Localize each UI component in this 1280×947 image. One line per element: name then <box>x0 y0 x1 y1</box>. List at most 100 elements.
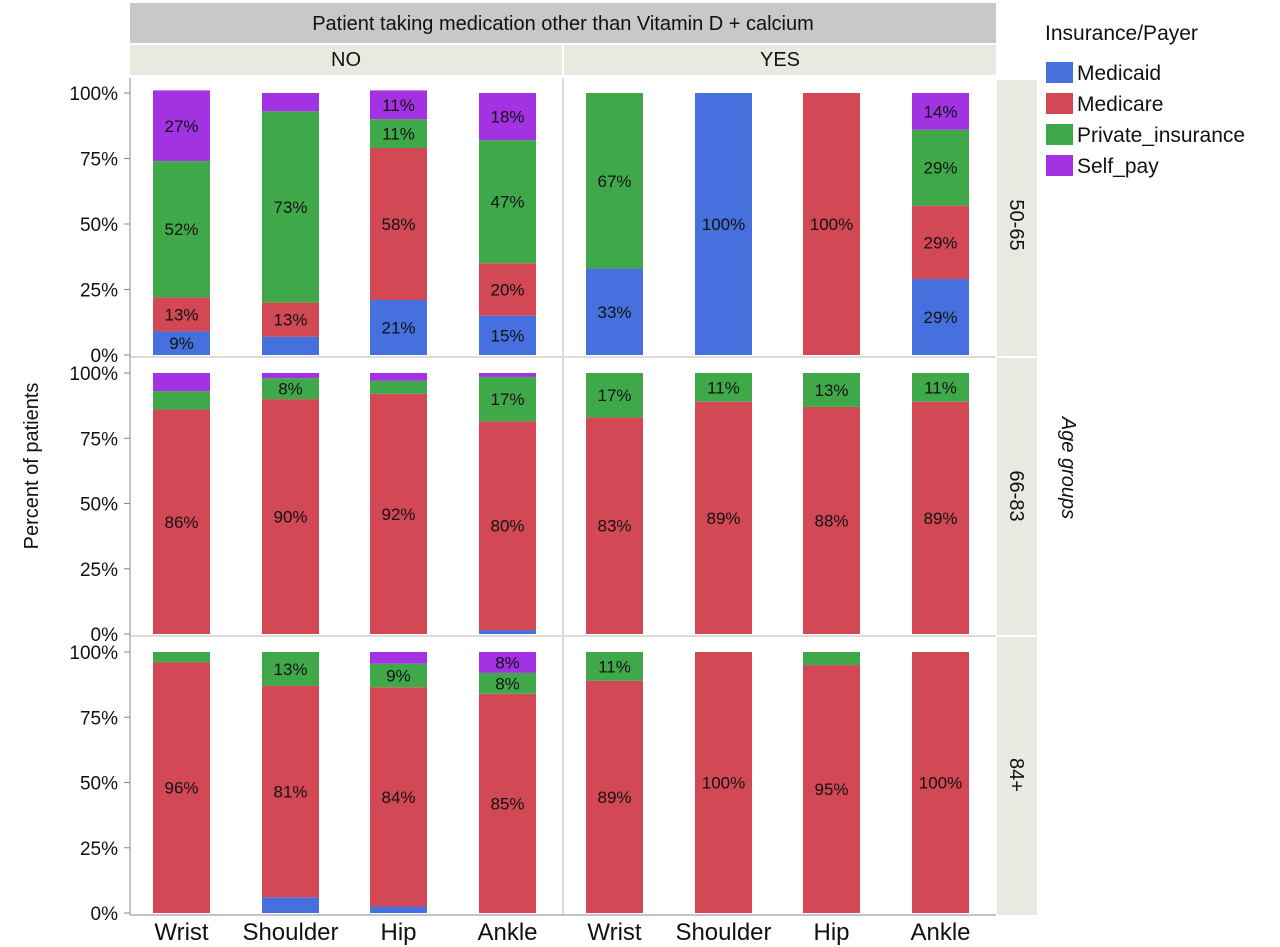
chart-title: Patient taking medication other than Vit… <box>312 13 814 35</box>
bar-segment-medicare <box>153 297 210 332</box>
y-tick-label: 75% <box>80 150 118 171</box>
bar-segment-self_pay <box>262 93 319 112</box>
bar-segment-medicare <box>370 687 427 907</box>
bar-data-label: 85% <box>490 794 524 813</box>
bars: 9% 13% 52% 27% 13% 73% 21% 58% 11% 11% 15% 20% 47% 18… <box>153 90 969 913</box>
bar-segment-medicaid <box>586 268 643 355</box>
row-header-66-83: 66-83 <box>1005 470 1027 521</box>
bar-segment-medicare <box>695 652 752 913</box>
x-tick-label: Ankle <box>910 919 970 946</box>
bar-segment-medicare <box>586 417 643 634</box>
legend-label-medicare: Medicare <box>1077 93 1163 116</box>
legend-label-private_insurance: Private_insurance <box>1077 124 1245 147</box>
bar-data-label: 21% <box>381 318 415 337</box>
y-tick-label: 100% <box>69 84 118 105</box>
bar-data-label: 47% <box>490 193 524 212</box>
bar-segment-private_insurance <box>803 652 860 666</box>
bar-segment-medicare <box>803 665 860 913</box>
bar-data-label: 9% <box>169 334 194 353</box>
y-tick-label: 50% <box>80 215 118 236</box>
bar-data-label: 8% <box>495 653 520 672</box>
bar-data-label: 67% <box>597 172 631 191</box>
bar-data-label: 86% <box>164 513 198 532</box>
y-tick-label: 50% <box>80 774 118 795</box>
bar-segment-medicare <box>153 662 210 913</box>
bar-segment-medicaid <box>695 93 752 355</box>
row-header-50-65: 50-65 <box>1005 199 1027 250</box>
bar-segment-medicare <box>262 399 319 634</box>
bar-segment-private_insurance <box>262 111 319 303</box>
bar-segment-medicaid <box>479 630 536 634</box>
bar-segment-private_insurance <box>370 663 427 688</box>
bar-data-label: 14% <box>923 102 957 121</box>
bar-data-label: 92% <box>381 505 415 524</box>
y-tick-label: 0% <box>91 625 119 646</box>
bar-data-label: 96% <box>164 779 198 798</box>
y-tick-label: 50% <box>80 495 118 516</box>
legend-label-self_pay: Self_pay <box>1077 155 1159 178</box>
column-header-yes: YES <box>760 49 800 71</box>
row-header-84plus: 84+ <box>1005 758 1027 792</box>
bar-data-label: 83% <box>597 517 631 536</box>
bar-data-label: 95% <box>814 780 848 799</box>
bar-segment-medicare <box>479 693 536 913</box>
bar-segment-medicare <box>370 148 427 300</box>
bar-segment-private_insurance <box>370 119 427 149</box>
bar-data-label: 18% <box>490 108 524 127</box>
y-tick-label: 75% <box>80 429 118 450</box>
column-header-no: NO <box>331 49 361 71</box>
bar-data-label: 17% <box>597 386 631 405</box>
bar-segment-medicare <box>912 205 969 280</box>
x-tick-label: Hip <box>813 919 849 946</box>
legend-title: Insurance/Payer <box>1045 22 1198 45</box>
bar-data-label: 33% <box>597 303 631 322</box>
x-tick-label: Wrist <box>154 919 209 946</box>
bar-data-label: 13% <box>273 660 307 679</box>
bar-data-label: 8% <box>278 380 303 399</box>
bar-segment-medicaid <box>479 315 536 355</box>
bar-segment-medicaid <box>370 299 427 355</box>
y-tick-label: 100% <box>69 643 118 664</box>
bar-data-label: 80% <box>490 517 524 536</box>
bar-segment-private_insurance <box>912 129 969 206</box>
bar-segment-medicare <box>803 406 860 634</box>
bar-segment-private_insurance <box>912 373 969 402</box>
bar-data-label: 89% <box>923 509 957 528</box>
bar-segment-self_pay <box>912 93 969 130</box>
bar-data-label: 20% <box>490 281 524 300</box>
bar-data-label: 29% <box>923 159 957 178</box>
legend: Medicaid Medicare Private_insurance Self_pa… <box>1046 62 1245 178</box>
x-tick-label: Ankle <box>477 919 537 946</box>
bar-segment-private_insurance <box>586 93 643 269</box>
legend-swatch-self_pay <box>1046 155 1073 176</box>
bar-data-label: 11% <box>382 96 415 115</box>
title-strip <box>130 3 996 43</box>
bar-segment-self_pay <box>262 373 319 379</box>
bar-data-label: 88% <box>814 511 848 530</box>
bar-segment-medicare <box>912 652 969 913</box>
bar-segment-private_insurance <box>695 373 752 402</box>
bar-data-label: 100% <box>702 774 745 793</box>
bar-data-label: 73% <box>273 198 307 217</box>
bar-segment-medicare <box>695 401 752 634</box>
bar-segment-private_insurance <box>479 140 536 264</box>
bar-segment-private_insurance <box>479 672 536 694</box>
bar-data-label: 11% <box>924 378 957 397</box>
bar-segment-medicare <box>479 421 536 631</box>
bar-data-label: 15% <box>490 326 524 345</box>
bar-segment-medicare <box>370 393 427 634</box>
bar-segment-self_pay <box>479 373 536 377</box>
bar-segment-private_insurance <box>370 380 427 394</box>
bar-data-label: 17% <box>490 390 524 409</box>
row-facet-title: Age groups <box>1057 416 1079 519</box>
bar-segment-medicaid <box>262 897 319 913</box>
x-tick-label: Hip <box>380 919 416 946</box>
bar-segment-self_pay <box>153 90 210 162</box>
y-tick-label: 75% <box>80 708 118 729</box>
bar-segment-medicare <box>912 401 969 634</box>
bar-segment-medicaid <box>262 336 319 355</box>
bar-segment-private_insurance <box>153 391 210 410</box>
y-tick-label: 25% <box>80 281 118 302</box>
bar-segment-medicaid <box>912 279 969 355</box>
